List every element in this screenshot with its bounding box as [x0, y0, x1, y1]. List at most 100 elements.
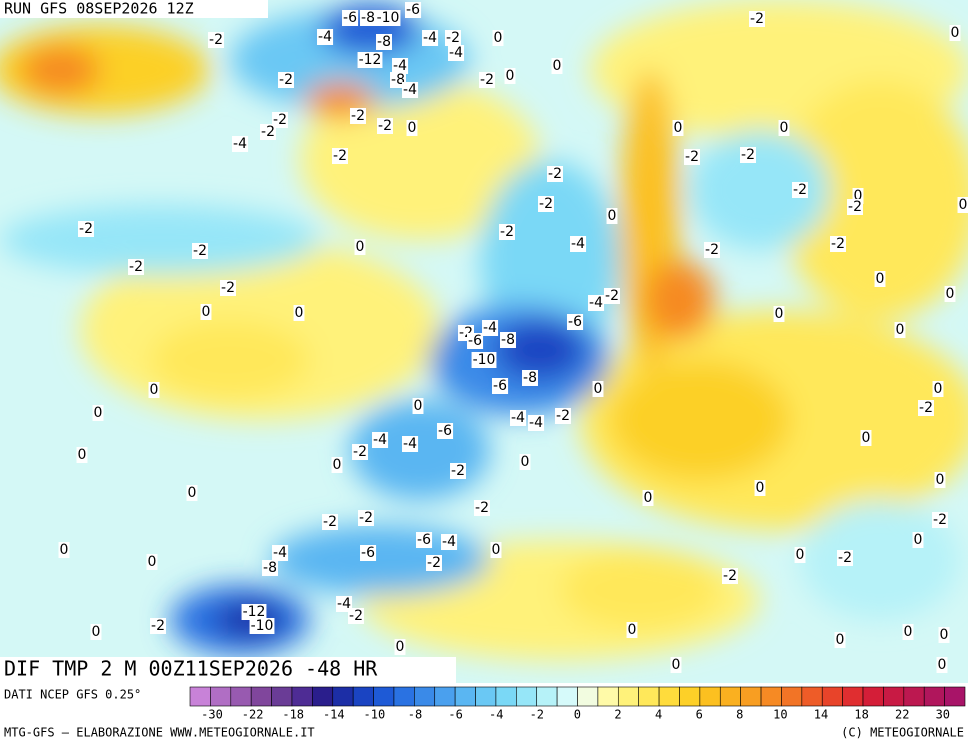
label-box: [474, 500, 490, 516]
contour-label: -4: [483, 320, 497, 336]
label-box: [272, 112, 288, 128]
label-box: [394, 639, 406, 655]
color-swatch: [883, 686, 905, 707]
map-title: DIF TMP 2 M 00Z11SEP2026 -48 HR: [4, 657, 378, 681]
label-box: [704, 242, 720, 258]
color-swatch: [250, 686, 272, 707]
map-field: [0, 0, 968, 683]
contour-label: 0: [594, 381, 603, 397]
color-swatch: [373, 686, 395, 707]
contour-label: -6: [343, 10, 357, 26]
contour-label: 0: [876, 271, 885, 287]
colorbar-label: -10: [364, 708, 386, 722]
contour-label: 0: [951, 25, 960, 41]
label-box: [538, 196, 554, 212]
contour-label: -2: [500, 224, 514, 240]
color-swatch: [475, 686, 497, 707]
contour-label: -6: [493, 378, 507, 394]
contour-label: -10: [377, 10, 400, 26]
color-swatch: [781, 686, 803, 707]
label-box: [146, 554, 158, 570]
label-box: [604, 288, 620, 304]
label-box: [350, 108, 366, 124]
label-box: [392, 58, 409, 74]
label-box: [437, 423, 454, 439]
contour-labels: -2-6 -8 -10 -6-4 -8 -4 -2 0-12 -4-8-4-4-2 00-2-2-…: [58, 2, 968, 673]
label-box: [510, 410, 527, 426]
contour-label: -2: [919, 400, 933, 416]
contour-label: -2: [323, 514, 337, 530]
label-box: [482, 320, 499, 336]
contour-label: 0: [94, 405, 103, 421]
color-swatch: [189, 686, 211, 707]
label-box: [220, 280, 236, 296]
label-box: [499, 224, 515, 240]
label-box: [894, 322, 906, 338]
contour-label: -2: [723, 568, 737, 584]
label-box: [547, 166, 563, 182]
contour-label: 0: [60, 542, 69, 558]
color-swatch: [556, 686, 578, 707]
label-box: [479, 72, 495, 88]
contour-label: -4: [393, 58, 407, 74]
colorbar-label: 6: [696, 708, 703, 722]
label-box: [606, 208, 618, 224]
color-swatch: [291, 686, 313, 707]
color-swatch: [230, 686, 252, 707]
contour-label: -2: [705, 242, 719, 258]
label-box: [58, 542, 70, 558]
label-box: [944, 286, 956, 302]
contour-label: 0: [756, 480, 765, 496]
contour-label: 0: [92, 624, 101, 640]
color-swatch: [536, 686, 558, 707]
color-swatch: [862, 686, 884, 707]
label-box: [592, 381, 604, 397]
color-swatch: [719, 686, 741, 707]
contour-label: -2: [193, 243, 207, 259]
color-swatch: [516, 686, 538, 707]
label-box: [528, 415, 545, 431]
contour-label: -2: [548, 166, 562, 182]
colorbar-label: 30: [936, 708, 950, 722]
label-box: [792, 182, 808, 198]
contour-label: 0: [946, 286, 955, 302]
contour-label: 0: [148, 554, 157, 570]
label-box: [241, 604, 267, 620]
contour-label: -6: [361, 545, 375, 561]
contour-label: -4: [423, 30, 437, 46]
label-box: [360, 545, 377, 561]
contour-label: 0: [78, 447, 87, 463]
contour-label: 0: [521, 454, 530, 470]
label-box: [852, 188, 864, 204]
color-swatch: [352, 686, 374, 707]
contour-label: 0: [628, 622, 637, 638]
contour-label: -2: [933, 512, 947, 528]
contour-label: -2: [129, 259, 143, 275]
color-swatch: [679, 686, 701, 707]
label-box: [555, 408, 571, 424]
contour-label: -2: [221, 280, 235, 296]
color-swatch: [842, 686, 864, 707]
label-box: [357, 52, 383, 68]
label-box: [260, 124, 276, 140]
colorbar-label: -30: [201, 708, 223, 722]
color-swatch: [332, 686, 354, 707]
label-box: [450, 463, 466, 479]
contour-label: 0: [608, 208, 617, 224]
colorbar-label: -22: [242, 708, 264, 722]
contour-label: 0: [775, 306, 784, 322]
contour-label: 0: [959, 197, 968, 213]
contour-label: -4: [529, 415, 543, 431]
color-swatch: [434, 686, 456, 707]
contour-label: -8: [361, 10, 375, 26]
contour-label: -2: [151, 618, 165, 634]
contour-label: 0: [904, 624, 913, 640]
label-box: [317, 29, 334, 45]
colorbar-label: 4: [655, 708, 662, 722]
colorbar-label: -4: [489, 708, 503, 722]
label-box: [352, 444, 368, 460]
contour-label: -4: [273, 545, 287, 561]
contour-label: -8: [377, 34, 391, 50]
color-swatch: [923, 686, 945, 707]
contour-label: -12: [359, 52, 382, 68]
